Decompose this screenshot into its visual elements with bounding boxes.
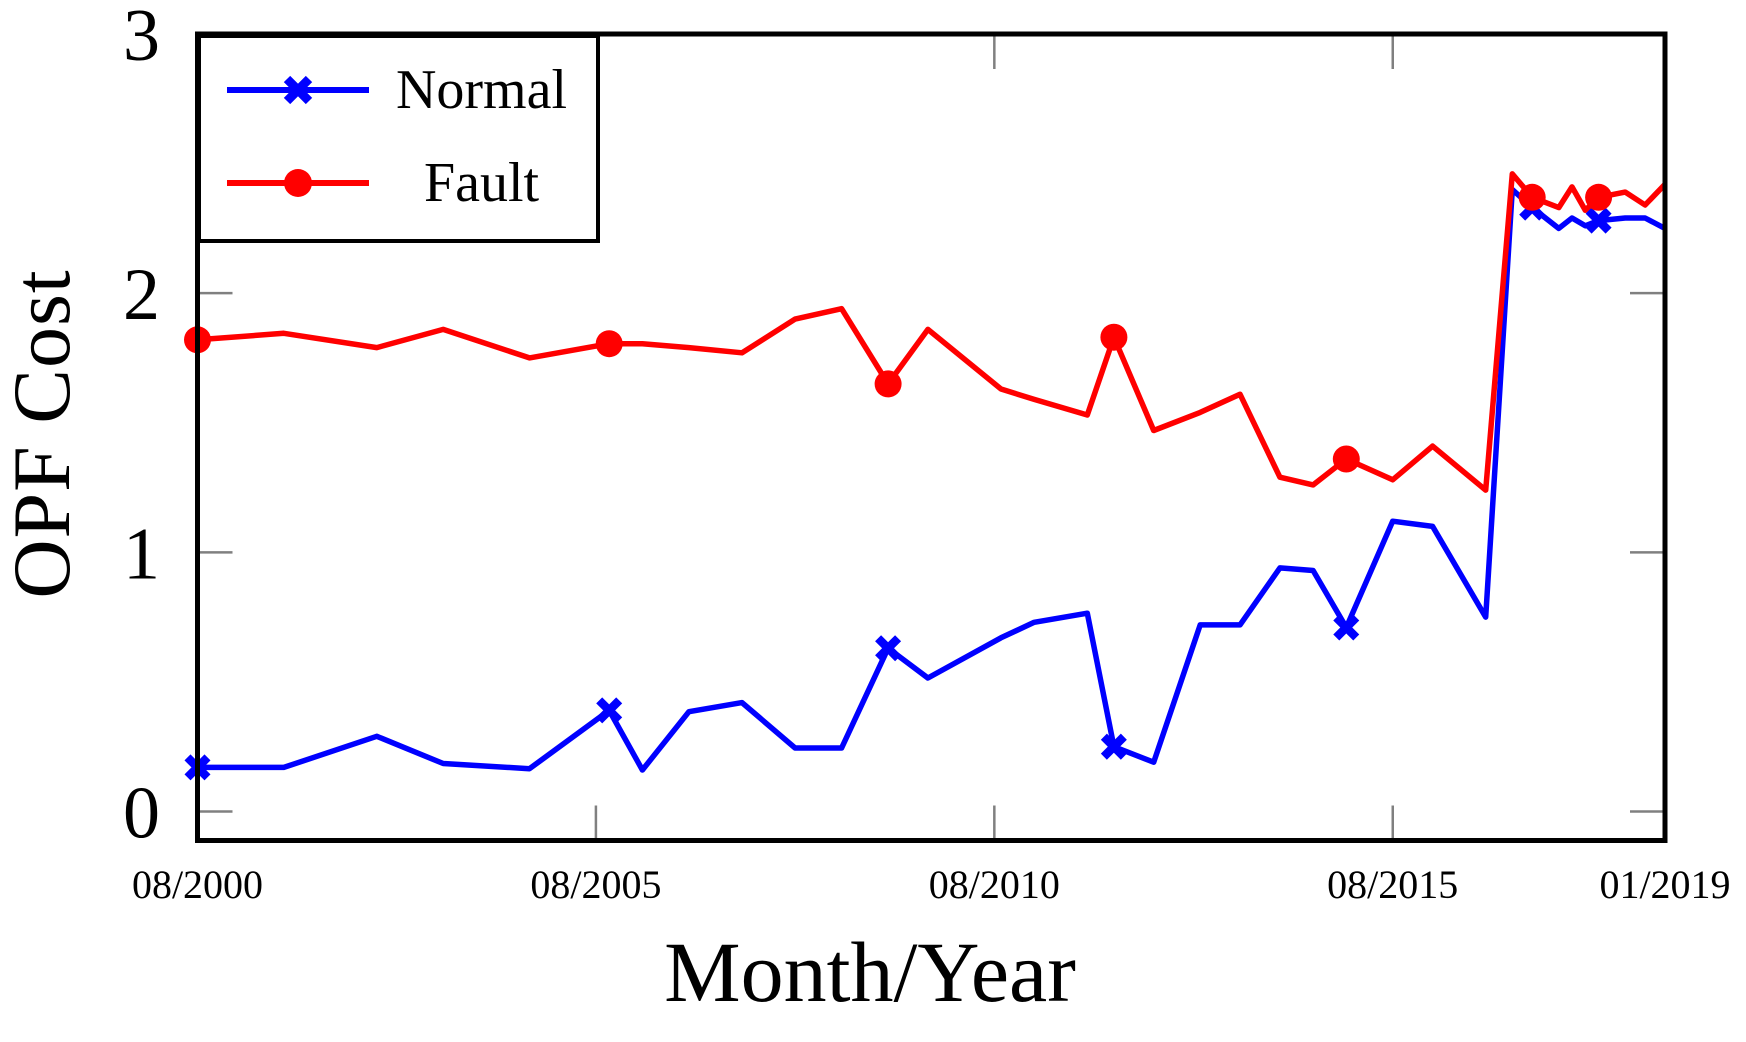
x-tick-label: 08/2000 bbox=[132, 862, 263, 907]
normal-marker-icon bbox=[596, 697, 623, 724]
x-axis-title: Month/Year bbox=[100, 922, 1640, 1022]
y-tick-label: 3 bbox=[123, 0, 160, 77]
normal-marker-icon bbox=[1100, 733, 1127, 760]
x-tick-label: 08/2015 bbox=[1327, 862, 1458, 907]
plot-border bbox=[195, 31, 1668, 843]
fault-line-sample-icon bbox=[227, 168, 369, 197]
series-line-fault bbox=[197, 171, 1667, 493]
x-tick-label: 08/2010 bbox=[929, 862, 1060, 907]
y-tick-label: 2 bbox=[123, 254, 160, 336]
legend-row-fault: Fault bbox=[201, 143, 596, 223]
fault-marker-icon bbox=[595, 330, 623, 358]
fault-marker-icon bbox=[1518, 183, 1546, 211]
legend-label-fault: Fault bbox=[423, 151, 540, 214]
normal-marker-icon bbox=[1585, 207, 1612, 234]
legend: Normal Fault bbox=[197, 34, 600, 243]
normal-line-sample-icon bbox=[227, 76, 369, 105]
fault-marker-icon bbox=[1585, 183, 1613, 211]
fault-marker-icon bbox=[1332, 445, 1360, 473]
fault-marker-icon bbox=[874, 370, 902, 398]
series-line-normal bbox=[197, 186, 1667, 773]
y-axis-title-text: OPF Cost bbox=[0, 269, 87, 599]
x-tick-label: 08/2005 bbox=[530, 862, 661, 907]
normal-marker-icon bbox=[1333, 614, 1360, 641]
x-axis-title-text: Month/Year bbox=[664, 924, 1076, 1020]
y-tick-label: 1 bbox=[123, 513, 160, 595]
legend-row-normal: Normal bbox=[201, 50, 596, 130]
x-tick-label: 01/2019 bbox=[1599, 862, 1730, 907]
fault-marker-icon bbox=[1100, 323, 1128, 351]
normal-marker-icon bbox=[875, 635, 902, 662]
y-axis-title: OPF Cost bbox=[0, 229, 87, 639]
legend-label-normal: Normal bbox=[395, 59, 568, 122]
y-tick-label: 0 bbox=[123, 772, 160, 854]
